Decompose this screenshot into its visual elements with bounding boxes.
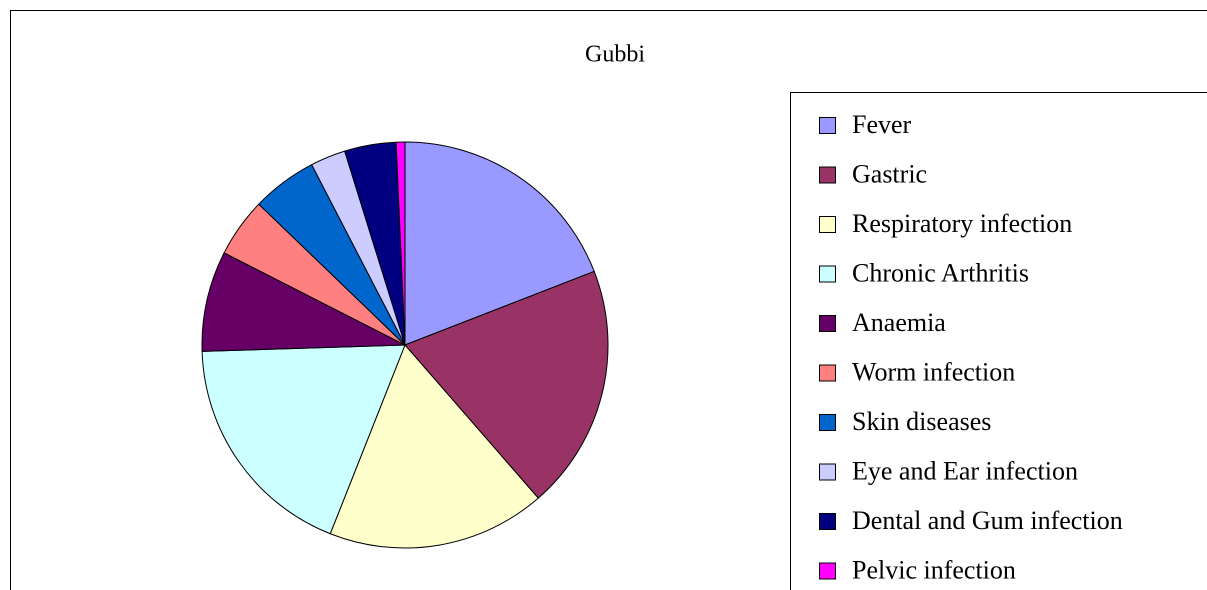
legend-label: Dental and Gum infection	[852, 506, 1123, 535]
pie-slice	[201, 344, 406, 535]
legend-swatch	[819, 463, 836, 481]
legend-swatch	[819, 265, 836, 283]
legend-swatch	[819, 216, 836, 233]
legend-swatch	[819, 513, 836, 530]
pie-slice	[201, 252, 406, 352]
chart-title: Gubbi	[585, 42, 645, 68]
pie-slice	[395, 141, 406, 346]
legend-label: Fever	[852, 110, 912, 139]
legend-swatch	[819, 315, 836, 332]
legend-swatch	[819, 117, 836, 134]
legend-swatch	[819, 364, 836, 382]
legend-label: Anaemia	[852, 308, 946, 337]
legend-swatch	[819, 414, 836, 431]
legend-swatch	[819, 562, 836, 580]
legend-box	[790, 92, 1207, 590]
legend-label: Worm infection	[852, 357, 1015, 386]
legend-label: Chronic Arthritis	[852, 258, 1029, 287]
legend-label: Gastric	[852, 159, 927, 188]
legend-label: Skin diseases	[852, 407, 991, 436]
pie-slice	[404, 270, 609, 499]
pie-slice	[404, 141, 595, 346]
legend-swatch	[819, 166, 836, 184]
legend-label: Respiratory infection	[852, 209, 1072, 238]
pie-slice	[329, 344, 539, 549]
legend-label: Pelvic infection	[852, 555, 1016, 584]
legend-label: Eye and Ear infection	[852, 456, 1078, 485]
